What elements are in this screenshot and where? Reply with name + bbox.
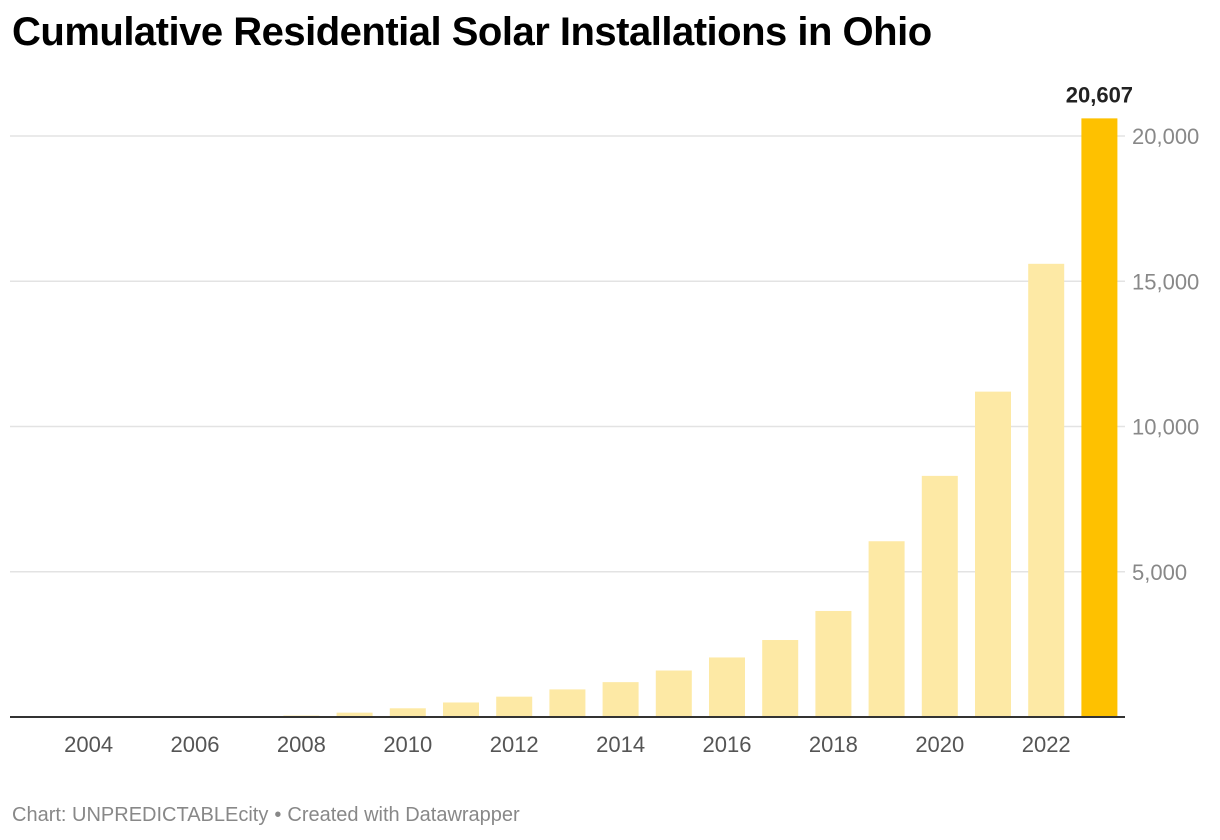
bar-2018 [815, 610, 852, 717]
bar-2019 [868, 541, 905, 717]
bar-2022 [1028, 263, 1065, 717]
x-tick-label: 2010 [383, 732, 432, 757]
data-label-2023: 20,607 [1066, 82, 1133, 107]
x-tick-label: 2018 [809, 732, 858, 757]
bar-chart: 5,000 10,000 15,000 20,000 2004 2006 2008 2010… [10, 82, 1199, 757]
y-tick-label: 10,000 [1132, 415, 1199, 440]
bar-2014 [602, 682, 639, 717]
x-tick-label: 2014 [596, 732, 645, 757]
x-tick-label: 2004 [64, 732, 113, 757]
bar-2020 [921, 475, 958, 717]
bar-2013 [549, 689, 586, 717]
x-tick-label: 2006 [171, 732, 220, 757]
bar-2017 [762, 640, 799, 717]
bar-2012 [496, 696, 533, 717]
x-tick-label: 2008 [277, 732, 326, 757]
footer-source: Chart: UNPREDICTABLEcity [12, 804, 269, 826]
bar-2010 [389, 708, 426, 717]
x-axis-tick-labels: 2004 2006 2008 2010 2012 2014 2016 2018 2020 2022 [64, 732, 1071, 757]
bar-2023 [1081, 118, 1118, 718]
x-tick-label: 2012 [490, 732, 539, 757]
footer-separator: • [274, 804, 282, 826]
chart-footer: Chart: UNPREDICTABLEcity • Created with Da… [12, 804, 520, 827]
y-tick-label: 5,000 [1132, 560, 1187, 585]
bar-2009 [336, 712, 373, 717]
data-labels: 20,607 [1066, 82, 1133, 107]
bar-2015 [655, 670, 692, 717]
bars [70, 118, 1118, 718]
bar-2011 [443, 702, 479, 717]
bar-2016 [709, 657, 745, 717]
x-tick-label: 2020 [915, 732, 964, 757]
bar-2021 [975, 391, 1011, 717]
y-tick-label: 15,000 [1132, 269, 1199, 294]
chart-title: Cumulative Residential Solar Installatio… [12, 10, 932, 54]
x-tick-label: 2022 [1022, 732, 1071, 757]
y-axis-tick-labels: 5,000 10,000 15,000 20,000 [1132, 124, 1199, 585]
footer-credit: Created with Datawrapper [287, 804, 520, 826]
x-tick-label: 2016 [703, 732, 752, 757]
y-tick-label: 20,000 [1132, 124, 1199, 149]
